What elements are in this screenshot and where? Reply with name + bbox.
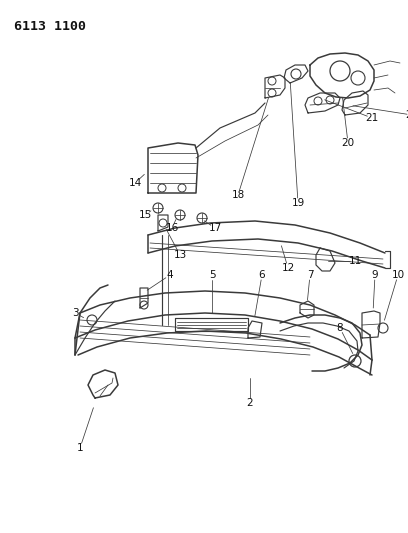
Text: 3: 3	[72, 308, 78, 318]
Text: 15: 15	[138, 210, 152, 220]
Text: 7: 7	[307, 270, 313, 280]
Text: 6: 6	[259, 270, 265, 280]
Text: 12: 12	[282, 263, 295, 273]
Text: 8: 8	[337, 323, 343, 333]
Text: 22: 22	[406, 110, 408, 120]
Text: 13: 13	[173, 250, 186, 260]
Text: 19: 19	[291, 198, 305, 208]
Text: 17: 17	[208, 223, 222, 233]
Text: 9: 9	[372, 270, 378, 280]
Text: 5: 5	[208, 270, 215, 280]
Text: 20: 20	[341, 138, 355, 148]
Text: 1: 1	[77, 443, 83, 453]
Text: 4: 4	[167, 270, 173, 280]
Text: 14: 14	[129, 178, 142, 188]
Text: 2: 2	[247, 398, 253, 408]
Text: 11: 11	[348, 256, 361, 266]
Text: 10: 10	[391, 270, 405, 280]
Text: 18: 18	[231, 190, 245, 200]
Text: 16: 16	[165, 223, 179, 233]
Text: 21: 21	[366, 113, 379, 123]
Text: 6113 1100: 6113 1100	[14, 20, 86, 33]
